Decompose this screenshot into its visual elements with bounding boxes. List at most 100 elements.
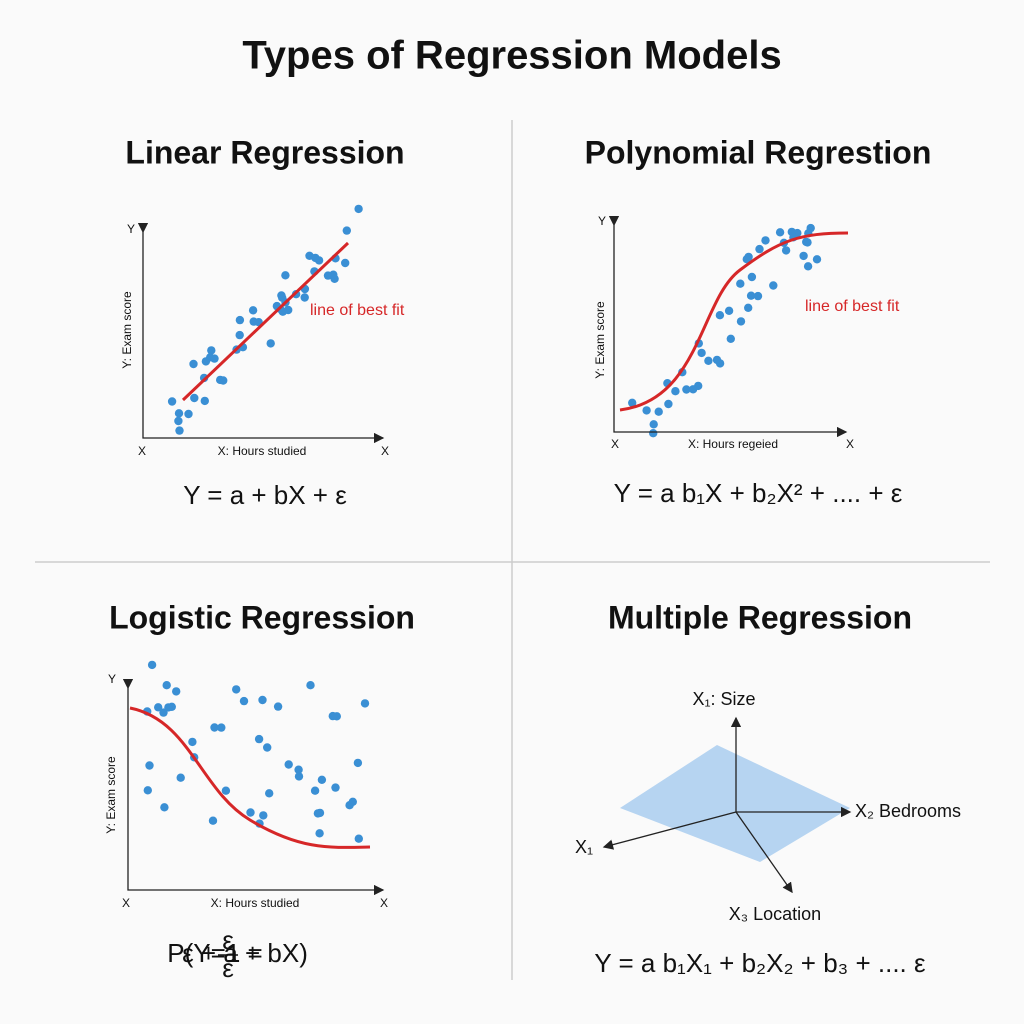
fit-line [181, 241, 350, 402]
dot [671, 387, 680, 396]
dot [354, 204, 363, 214]
dot [803, 262, 813, 271]
dot [254, 734, 264, 744]
dot [354, 834, 363, 843]
dot [755, 244, 764, 254]
dot [294, 765, 303, 774]
dot [726, 334, 735, 343]
formula-part: ε [222, 953, 234, 983]
panel-title: Linear Regression [125, 134, 404, 170]
dot [273, 702, 283, 711]
page-title: Types of Regression Models [242, 34, 781, 78]
dot [715, 311, 725, 320]
axis-label: X₁ [575, 837, 593, 857]
panel-title: Logistic Regression [109, 599, 415, 635]
axis-label: X₂ Bedrooms [855, 801, 961, 821]
dot [799, 251, 808, 261]
axis-start: X [122, 896, 130, 910]
dot [712, 355, 722, 365]
x-label: X: Hours studied [211, 896, 300, 910]
dot [265, 789, 274, 798]
dot [160, 803, 169, 812]
dot [147, 660, 157, 670]
dot [736, 279, 745, 288]
dot [210, 354, 219, 363]
dot [642, 406, 651, 415]
dot [812, 255, 822, 264]
dot [263, 743, 272, 752]
axes [137, 222, 385, 444]
formula-part: P(Y=1 = [167, 938, 262, 968]
axis-start: X [138, 444, 146, 458]
dot [654, 407, 663, 416]
fit-curve [619, 231, 849, 412]
dot [190, 393, 199, 403]
dot [208, 816, 218, 825]
dot [189, 359, 198, 369]
dot [284, 760, 293, 769]
axis-end: Y [108, 672, 116, 686]
dot [145, 761, 154, 770]
axis-end: Y [127, 222, 135, 236]
dot [315, 808, 325, 818]
dot [704, 356, 713, 365]
dot [769, 281, 778, 290]
annotation: line of best fit [310, 302, 405, 319]
dot [761, 236, 770, 245]
y-label: Y: Exam score [120, 291, 134, 369]
dot [167, 397, 177, 406]
axes [122, 678, 385, 896]
dot [164, 703, 173, 712]
dot [781, 246, 791, 255]
dot [300, 293, 309, 302]
formula: Y = a b₁X₁ + b₂X₂ + b₃ + .... ε [594, 948, 926, 978]
axes [608, 215, 848, 438]
dot [744, 303, 753, 312]
scatter [143, 660, 370, 843]
scatter [628, 223, 822, 438]
dot [216, 375, 225, 385]
dot [315, 829, 324, 838]
dot [310, 786, 320, 795]
x-label: X: Hours regeied [688, 437, 778, 451]
dot [688, 385, 698, 394]
dot [803, 238, 812, 247]
dot [278, 293, 287, 302]
axis-end: X [846, 437, 854, 451]
formula-part: ε + a + bX) [182, 938, 308, 968]
dot [697, 348, 706, 358]
axis-label: X₁: Size [692, 689, 755, 709]
y-label: Y: Exam score [104, 756, 118, 834]
x-label: X: Hours studied [218, 444, 307, 458]
dot [266, 339, 275, 348]
dot [176, 773, 185, 782]
dot [360, 699, 370, 708]
dot [248, 306, 258, 315]
dot [328, 711, 337, 721]
dot [143, 786, 152, 795]
axis-end: Y [598, 214, 606, 228]
dot [306, 681, 315, 690]
dot [188, 737, 197, 747]
dot [258, 695, 267, 705]
formula-part: ε [222, 925, 234, 955]
dot [232, 685, 241, 694]
dot [775, 228, 785, 237]
dot [162, 681, 171, 690]
dot [174, 416, 183, 426]
dot [736, 317, 746, 326]
dot [239, 696, 249, 706]
dot [246, 808, 255, 817]
axis-end: X [380, 896, 388, 910]
dot [724, 306, 734, 315]
axis [735, 811, 793, 894]
dot [317, 775, 327, 784]
dot [200, 396, 209, 406]
dot [172, 687, 181, 696]
dot [184, 409, 193, 419]
dot [259, 811, 268, 820]
dot [747, 272, 757, 282]
axis [602, 811, 737, 850]
dot [221, 786, 231, 795]
dot [311, 253, 320, 263]
